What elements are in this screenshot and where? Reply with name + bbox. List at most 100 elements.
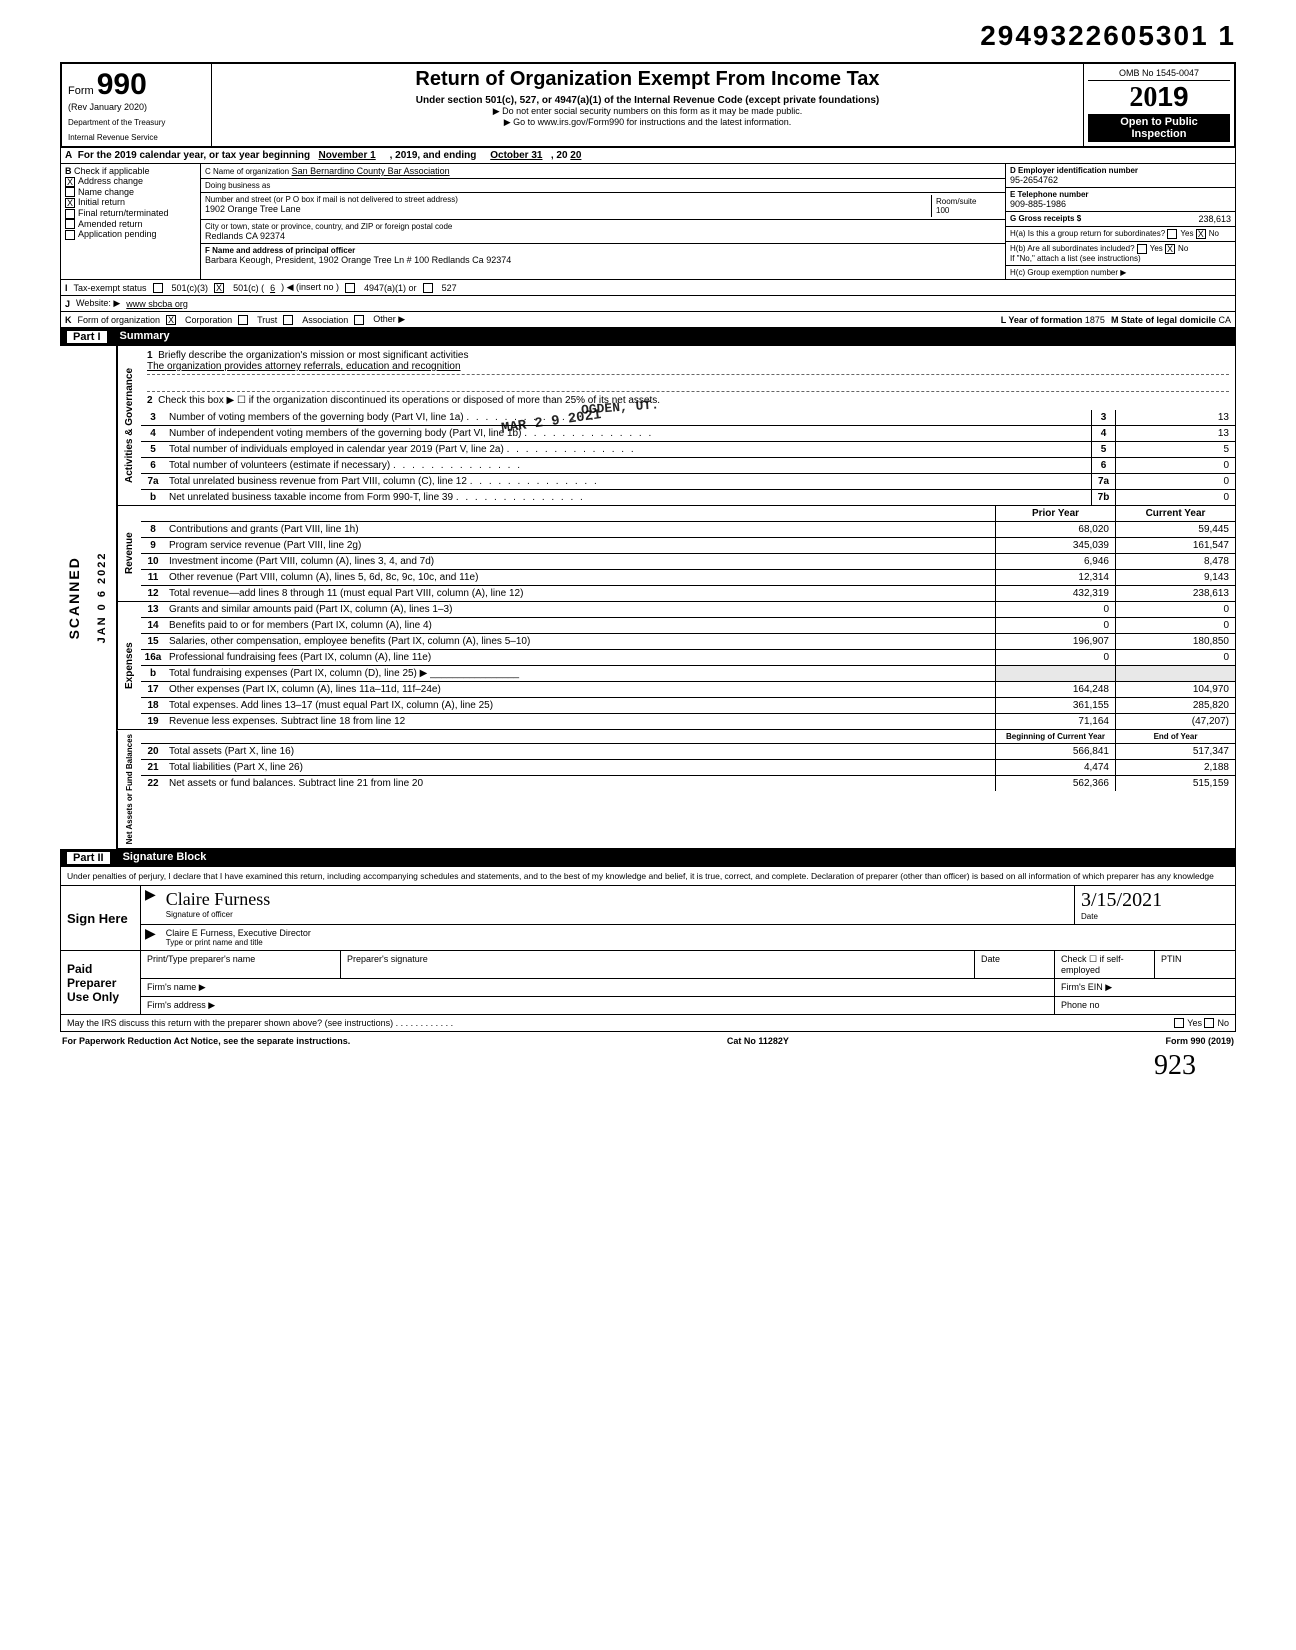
501c-checkbox[interactable]: X: [214, 283, 224, 293]
irs-discuss: May the IRS discuss this return with the…: [67, 1018, 1174, 1028]
column-c: C Name of organization San Bernardino Co…: [201, 164, 1005, 279]
row-num: 18: [141, 698, 165, 713]
527-checkbox[interactable]: [423, 283, 433, 293]
colb-label-5: Application pending: [78, 229, 157, 239]
discuss-no-checkbox[interactable]: [1204, 1018, 1214, 1028]
handwritten-initials: 923: [60, 1050, 1236, 1082]
part-i-header: Part I Summary: [60, 328, 1236, 346]
assoc: Association: [302, 315, 348, 325]
prior-year-value: 6,946: [995, 554, 1115, 569]
row-desc: Other revenue (Part VIII, column (A), li…: [165, 570, 995, 585]
colb-checkbox-2[interactable]: X: [65, 198, 75, 208]
current-year-value: 0: [1115, 650, 1235, 665]
assoc-checkbox[interactable]: [283, 315, 293, 325]
501c3: 501(c)(3): [172, 283, 209, 293]
prior-year-value: 0: [995, 650, 1115, 665]
row-desc: Revenue less expenses. Subtract line 18 …: [165, 714, 995, 729]
corp-checkbox[interactable]: X: [166, 315, 176, 325]
row-desc: Other expenses (Part IX, column (A), lin…: [165, 682, 995, 697]
letter-i: I: [65, 283, 68, 293]
527: 527: [442, 283, 457, 293]
omb-number: OMB No 1545-0047: [1088, 68, 1230, 81]
governance-section: Activities & Governance 1 Briefly descri…: [116, 346, 1236, 506]
current-year-value: 180,850: [1115, 634, 1235, 649]
colb-label-3: Final return/terminated: [78, 208, 169, 218]
expenses-label: Expenses: [117, 602, 141, 729]
line-k: K Form of organization XCorporation Trus…: [60, 312, 1236, 328]
prior-year-value: 432,319: [995, 586, 1115, 601]
principal-officer: Barbara Keough, President, 1902 Orange T…: [205, 255, 1001, 265]
form-org-label: Form of organization: [78, 315, 161, 325]
signature-block: Under penalties of perjury, I declare th…: [60, 867, 1236, 1032]
row-num: 4: [141, 426, 165, 441]
form-footer: Form 990 (2019): [1165, 1036, 1234, 1046]
letter-j: J: [65, 299, 70, 309]
discuss-yes-checkbox[interactable]: [1174, 1018, 1184, 1028]
tax-year-end: October 31: [490, 150, 542, 161]
tax-exempt-label: Tax-exempt status: [74, 283, 147, 293]
row-num: 9: [141, 538, 165, 553]
firm-addr-label: Firm's address ▶: [141, 997, 1055, 1014]
current-year-value: 515,159: [1115, 776, 1235, 791]
trust-checkbox[interactable]: [238, 315, 248, 325]
website-label: Website: ▶: [76, 298, 120, 309]
colb-checkbox-0[interactable]: X: [65, 177, 75, 187]
part-i-title: Summary: [120, 330, 170, 344]
prior-year-value: 4,474: [995, 760, 1115, 775]
trust: Trust: [257, 315, 277, 325]
prior-year-value: 0: [995, 602, 1115, 617]
expenses-section: Expenses 13 Grants and similar amounts p…: [116, 602, 1236, 730]
form-title: Return of Organization Exempt From Incom…: [218, 68, 1077, 91]
colb-checkbox-3[interactable]: [65, 209, 75, 219]
check-applicable: Check if applicable: [74, 166, 150, 176]
ha-no-checkbox[interactable]: X: [1196, 229, 1206, 239]
line-j: J Website: ▶ www sbcba org: [60, 296, 1236, 312]
ha-yes-checkbox[interactable]: [1167, 229, 1177, 239]
other-checkbox[interactable]: [354, 315, 364, 325]
goto-url: ▶ Go to www.irs.gov/Form990 for instruct…: [218, 117, 1077, 128]
tel-label: E Telephone number: [1010, 190, 1089, 199]
colb-checkbox-1[interactable]: [65, 187, 75, 197]
501c3-checkbox[interactable]: [153, 283, 163, 293]
row-value: 0: [1115, 474, 1235, 489]
net-assets-label: Net Assets or Fund Balances: [117, 730, 141, 848]
open-public: Open to PublicInspection: [1088, 114, 1230, 142]
form-subtitle: Under section 501(c), 527, or 4947(a)(1)…: [218, 95, 1077, 106]
footer: For Paperwork Reduction Act Notice, see …: [60, 1032, 1236, 1050]
hb-yes-checkbox[interactable]: [1137, 244, 1147, 254]
current-year-value: 2,188: [1115, 760, 1235, 775]
pra-notice: For Paperwork Reduction Act Notice, see …: [62, 1036, 350, 1046]
row-num: 5: [141, 442, 165, 457]
row-desc: Net assets or fund balances. Subtract li…: [165, 776, 995, 791]
row-desc: Total unrelated business revenue from Pa…: [165, 474, 1091, 489]
dept-treasury: Department of the Treasury: [68, 118, 205, 127]
year-prefix: 20: [1129, 82, 1157, 113]
prior-year-value: 566,841: [995, 744, 1115, 759]
part-ii-title: Signature Block: [123, 851, 207, 865]
form-header: Form 990 (Rev January 2020) Department o…: [60, 62, 1236, 148]
revenue-label: Revenue: [117, 506, 141, 601]
colb-label-0: Address change: [78, 176, 143, 186]
4947-checkbox[interactable]: [345, 283, 355, 293]
hc-label: H(c) Group exemption number ▶: [1006, 266, 1235, 279]
prior-year-value: 562,366: [995, 776, 1115, 791]
row-num: 21: [141, 760, 165, 775]
row-desc: Total number of volunteers (estimate if …: [165, 458, 1091, 473]
hb-no-checkbox[interactable]: X: [1165, 244, 1175, 254]
colb-checkbox-4[interactable]: [65, 219, 75, 229]
row-box: 7b: [1091, 490, 1115, 505]
arrow-icon-2: ▶: [141, 925, 160, 950]
scanned-stamp: SCANNED: [60, 346, 88, 849]
type-name-label: Type or print name and title: [166, 938, 1229, 947]
signature-date: 3/15/2021: [1081, 889, 1229, 912]
current-year-value: 104,970: [1115, 682, 1235, 697]
row-box: 5: [1091, 442, 1115, 457]
gross-receipts: 238,613: [1198, 214, 1231, 224]
dba-label: Doing business as: [205, 181, 1001, 190]
colb-checkbox-5[interactable]: [65, 230, 75, 240]
row-desc: Salaries, other compensation, employee b…: [165, 634, 995, 649]
501c-num: 6: [270, 283, 275, 293]
colb-label-4: Amended return: [78, 219, 143, 229]
officer-name-title: Claire E Furness, Executive Director: [166, 928, 1229, 938]
row-num: 6: [141, 458, 165, 473]
